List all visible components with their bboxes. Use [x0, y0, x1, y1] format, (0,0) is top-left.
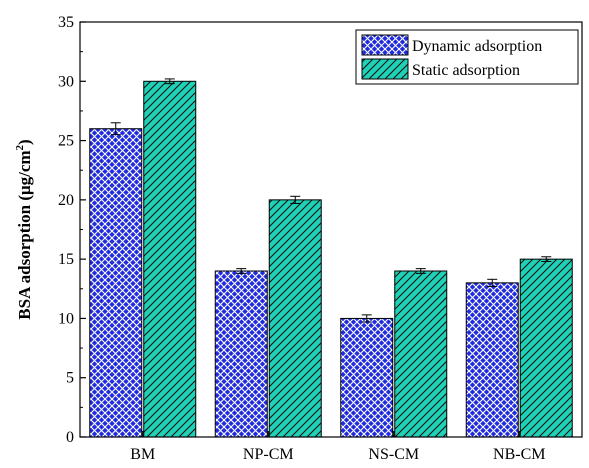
- bar-static-adsorption-nb-cm: [519, 258, 573, 438]
- legend-label-static: Static adsorption: [412, 62, 520, 79]
- legend-label-dynamic: Dynamic adsorption: [412, 38, 542, 55]
- error-bars-layer: [110, 78, 552, 323]
- y-axis-ticks: 0 5 10 15 20 25 30 35: [58, 14, 86, 446]
- x-tick-label-nb-cm: NB-CM: [493, 446, 545, 463]
- legend-swatch-static: [361, 58, 409, 80]
- error-bar-dynamic-adsorption-nb-cm: [487, 278, 498, 287]
- y-tick-label: 35: [58, 14, 74, 31]
- error-bar-static-adsorption-ns-cm: [415, 268, 426, 274]
- error-bar-static-adsorption-bm: [164, 78, 175, 85]
- y-axis-title-superscript: 2: [14, 144, 26, 150]
- y-tick-label: 15: [58, 251, 74, 268]
- bar-static-adsorption-np-cm: [268, 199, 322, 438]
- x-tick-label-bm: BM: [130, 446, 155, 463]
- error-bar-dynamic-adsorption-ns-cm: [361, 314, 372, 323]
- bar-dynamic-adsorption-ns-cm: [340, 317, 394, 438]
- y-axis-title-close: ): [15, 139, 34, 145]
- bar-static-adsorption-bm: [143, 80, 197, 438]
- legend: Dynamic adsorption Static adsorption: [355, 29, 579, 85]
- bars-layer: [89, 80, 573, 438]
- x-tick-label-ns-cm: NS-CM: [368, 446, 419, 463]
- error-bar-static-adsorption-np-cm: [290, 195, 301, 204]
- legend-swatch-dynamic: [361, 34, 409, 56]
- y-tick-label: 10: [58, 310, 74, 327]
- bar-dynamic-adsorption-bm: [89, 128, 143, 438]
- x-tick-label-np-cm: NP-CM: [243, 446, 294, 463]
- x-axis-ticks: BM NP-CM NS-CM NB-CM: [130, 431, 545, 463]
- y-tick-label: 25: [58, 133, 74, 150]
- bar-dynamic-adsorption-nb-cm: [465, 282, 519, 438]
- error-bar-dynamic-adsorption-np-cm: [236, 268, 247, 274]
- y-tick-label: 5: [66, 370, 74, 387]
- error-bar-static-adsorption-nb-cm: [541, 256, 552, 263]
- y-axis-title-main: BSA adsorption (μg/cm: [15, 150, 34, 319]
- y-axis-title: BSA adsorption (μg/cm2): [14, 139, 34, 319]
- y-tick-label: 20: [58, 192, 74, 209]
- y-tick-label: 0: [66, 429, 74, 446]
- bar-static-adsorption-ns-cm: [394, 270, 448, 438]
- y-tick-label: 30: [58, 73, 74, 90]
- bar-dynamic-adsorption-np-cm: [214, 270, 268, 438]
- error-bar-dynamic-adsorption-bm: [110, 122, 121, 136]
